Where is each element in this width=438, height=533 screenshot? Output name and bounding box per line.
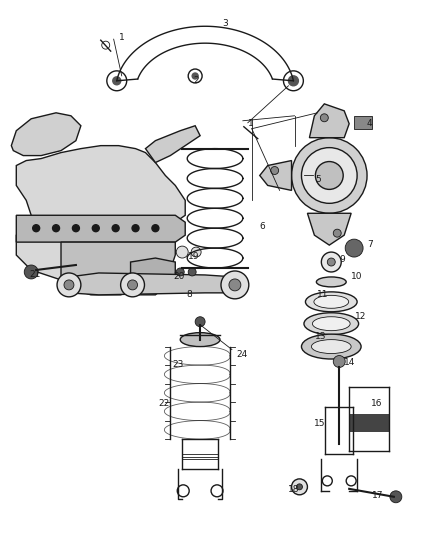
Circle shape xyxy=(333,229,341,237)
Circle shape xyxy=(188,268,196,276)
Circle shape xyxy=(112,225,119,232)
Circle shape xyxy=(127,280,138,290)
Circle shape xyxy=(113,77,121,85)
Text: 2: 2 xyxy=(193,76,199,85)
Text: 11: 11 xyxy=(318,290,329,299)
Circle shape xyxy=(92,225,99,232)
Text: 10: 10 xyxy=(351,272,363,281)
Ellipse shape xyxy=(304,313,359,335)
Text: 12: 12 xyxy=(355,312,367,321)
Circle shape xyxy=(120,273,145,297)
Circle shape xyxy=(177,485,189,497)
Text: 4: 4 xyxy=(367,119,373,128)
Circle shape xyxy=(320,114,328,122)
Text: 15: 15 xyxy=(314,419,326,428)
Circle shape xyxy=(321,252,341,272)
Polygon shape xyxy=(16,215,185,242)
Text: 24: 24 xyxy=(236,350,247,359)
Text: 14: 14 xyxy=(344,358,356,367)
Polygon shape xyxy=(61,242,175,295)
Polygon shape xyxy=(260,160,292,190)
Bar xyxy=(349,414,389,432)
Text: 1: 1 xyxy=(248,119,254,128)
Ellipse shape xyxy=(305,292,357,312)
Circle shape xyxy=(289,76,298,86)
Circle shape xyxy=(176,268,184,276)
Circle shape xyxy=(33,225,40,232)
Circle shape xyxy=(176,246,188,258)
Circle shape xyxy=(333,356,345,367)
Circle shape xyxy=(292,138,367,213)
Polygon shape xyxy=(69,273,235,295)
Circle shape xyxy=(271,166,279,174)
Circle shape xyxy=(72,225,79,232)
Circle shape xyxy=(390,491,402,503)
Text: 1: 1 xyxy=(119,33,124,42)
Circle shape xyxy=(195,317,205,327)
Text: 21: 21 xyxy=(29,270,41,279)
Text: 22: 22 xyxy=(159,399,170,408)
Ellipse shape xyxy=(180,333,220,346)
Circle shape xyxy=(229,279,241,291)
Circle shape xyxy=(24,265,38,279)
Text: 23: 23 xyxy=(172,360,184,368)
Text: 9: 9 xyxy=(339,255,345,264)
Circle shape xyxy=(345,239,363,257)
Circle shape xyxy=(211,485,223,497)
Text: 7: 7 xyxy=(367,240,373,249)
Text: 6: 6 xyxy=(260,222,265,231)
Polygon shape xyxy=(307,213,351,245)
FancyBboxPatch shape xyxy=(354,116,372,129)
Text: 5: 5 xyxy=(315,175,321,184)
Circle shape xyxy=(297,484,303,490)
Circle shape xyxy=(322,476,332,486)
Polygon shape xyxy=(145,126,200,163)
Ellipse shape xyxy=(301,334,361,359)
Circle shape xyxy=(346,476,356,486)
Text: 3: 3 xyxy=(222,19,228,28)
Text: 16: 16 xyxy=(371,399,382,408)
Polygon shape xyxy=(11,113,81,156)
Circle shape xyxy=(57,273,81,297)
Circle shape xyxy=(132,225,139,232)
Circle shape xyxy=(191,247,201,257)
Ellipse shape xyxy=(312,317,350,330)
Text: 19: 19 xyxy=(188,252,200,261)
Text: 20: 20 xyxy=(173,272,185,281)
Text: 17: 17 xyxy=(372,491,384,500)
Circle shape xyxy=(327,258,335,266)
Circle shape xyxy=(301,148,357,203)
Circle shape xyxy=(64,280,74,290)
Text: 13: 13 xyxy=(315,332,327,341)
Ellipse shape xyxy=(311,340,351,353)
Ellipse shape xyxy=(316,277,346,287)
Circle shape xyxy=(152,225,159,232)
Circle shape xyxy=(292,479,307,495)
Ellipse shape xyxy=(314,295,349,308)
Circle shape xyxy=(221,271,249,299)
Polygon shape xyxy=(131,258,175,295)
Circle shape xyxy=(192,73,198,79)
Polygon shape xyxy=(16,146,185,285)
Circle shape xyxy=(53,225,60,232)
Polygon shape xyxy=(309,104,349,138)
Text: 8: 8 xyxy=(186,290,192,299)
Circle shape xyxy=(315,161,343,189)
Text: 18: 18 xyxy=(288,485,299,494)
